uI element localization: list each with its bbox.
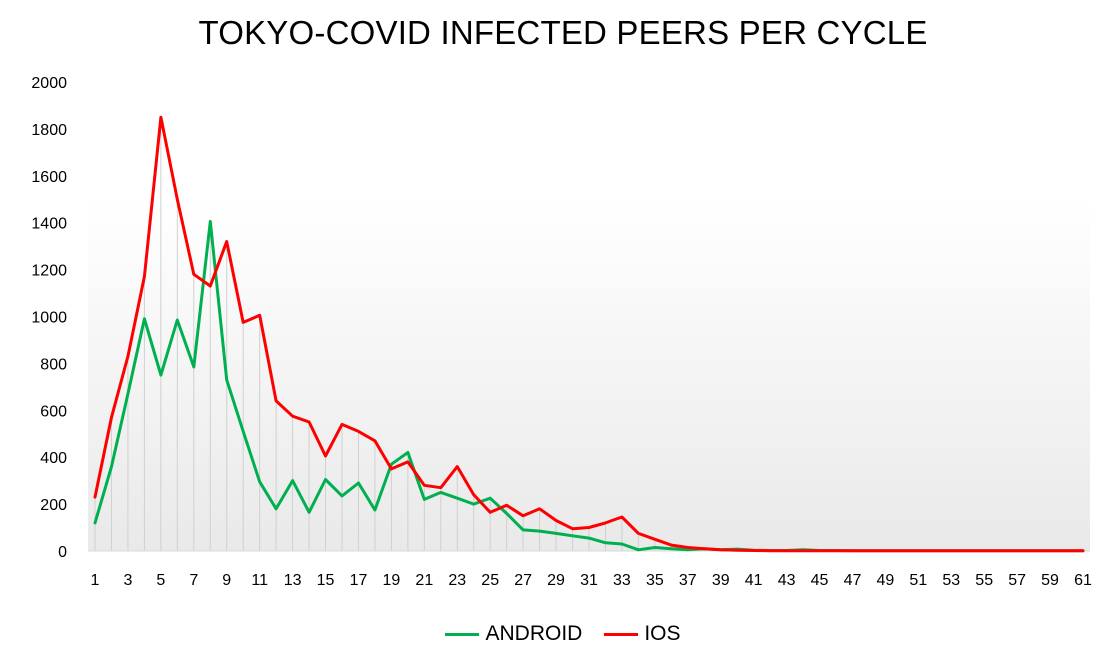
x-tick-label: 19 — [383, 572, 401, 589]
x-tick-label: 59 — [1041, 572, 1059, 589]
x-tick-label: 53 — [942, 572, 960, 589]
x-tick-label: 25 — [481, 572, 499, 589]
y-tick-label: 1800 — [31, 122, 67, 139]
x-tick-label: 9 — [222, 572, 231, 589]
x-tick-label: 37 — [679, 572, 697, 589]
x-tick-label: 15 — [317, 572, 335, 589]
x-tick-label: 43 — [778, 572, 796, 589]
legend: ANDROID IOS — [0, 622, 1120, 646]
legend-swatch-android — [445, 632, 480, 636]
legend-label-android: ANDROID — [485, 622, 583, 645]
y-tick-label: 1600 — [31, 169, 67, 186]
x-tick-label: 17 — [350, 572, 368, 589]
legend-item-ios: IOS — [604, 622, 681, 646]
y-tick-label: 1400 — [31, 216, 67, 233]
x-tick-label: 21 — [415, 572, 433, 589]
y-tick-label: 600 — [40, 403, 67, 420]
series-lines — [93, 115, 1085, 553]
legend-label-ios: IOS — [644, 622, 681, 645]
x-tick-label: 5 — [156, 572, 165, 589]
legend-item-android: ANDROID — [445, 622, 582, 646]
y-tick-label: 800 — [40, 356, 67, 373]
x-tick-label: 13 — [284, 572, 302, 589]
x-tick-label: 49 — [877, 572, 895, 589]
y-axis-ticks: 0 200 400 600 800 1000 1200 1400 1600 1800 2000 — [31, 75, 67, 561]
x-tick-label: 51 — [909, 572, 927, 589]
x-tick-label: 41 — [745, 572, 763, 589]
x-tick-label: 7 — [189, 572, 198, 589]
x-tick-label: 27 — [514, 572, 532, 589]
x-tick-label: 35 — [646, 572, 664, 589]
x-tick-label: 31 — [580, 572, 598, 589]
x-tick-label: 47 — [844, 572, 862, 589]
y-tick-label: 1000 — [31, 310, 67, 327]
y-tick-label: 400 — [40, 450, 67, 467]
x-tick-label: 39 — [712, 572, 730, 589]
legend-swatch-ios — [604, 632, 639, 636]
series-line-ios — [93, 115, 1085, 553]
x-tick-label: 3 — [123, 572, 132, 589]
y-tick-label: 2000 — [31, 75, 67, 92]
y-tick-label: 0 — [58, 544, 67, 561]
x-axis-ticks: 1 3 5 7 9 11 13 15 17 19 21 23 25 27 29 31 33 35 37 39 41 43 4… — [91, 572, 1092, 589]
x-tick-label: 1 — [91, 572, 100, 589]
x-tick-label: 45 — [811, 572, 829, 589]
x-tick-label: 29 — [547, 572, 565, 589]
x-tick-label: 33 — [613, 572, 631, 589]
chart-title: TOKYO-COVID INFECTED PEERS PER CYCLE — [198, 14, 928, 51]
y-tick-label: 200 — [40, 497, 67, 514]
x-tick-label: 11 — [251, 572, 268, 589]
x-tick-label: 57 — [1008, 572, 1026, 589]
y-tick-label: 1200 — [31, 263, 67, 280]
x-tick-label: 61 — [1074, 572, 1092, 589]
x-tick-label: 55 — [975, 572, 993, 589]
plot-background — [88, 200, 1090, 551]
x-tick-label: 23 — [448, 572, 466, 589]
